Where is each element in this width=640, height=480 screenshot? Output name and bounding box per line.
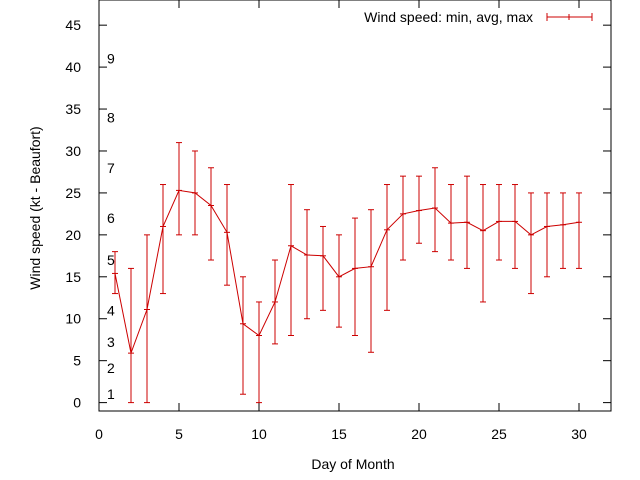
data-point — [512, 184, 518, 269]
data-point — [304, 209, 310, 320]
legend-label: Wind speed: min, avg, max — [364, 9, 533, 25]
x-tick-label: 0 — [95, 426, 103, 442]
x-tick-label: 15 — [331, 426, 347, 442]
data-point — [288, 184, 294, 337]
data-point — [544, 192, 550, 278]
beaufort-label: 1 — [107, 386, 115, 402]
plot-frame — [98, 0, 612, 412]
data-point — [128, 267, 134, 404]
x-axis-ticks: 0 5 10 15 20 25 30 — [95, 0, 587, 442]
y-tick-label: 5 — [73, 353, 81, 369]
beaufort-label: 5 — [107, 252, 115, 268]
x-tick-label: 25 — [491, 426, 507, 442]
data-point — [432, 167, 438, 253]
data-point — [192, 150, 198, 236]
beaufort-label: 7 — [107, 160, 115, 176]
x-tick-label: 20 — [411, 426, 427, 442]
beaufort-label: 9 — [107, 51, 115, 67]
data-point — [384, 184, 390, 311]
y-tick-label: 40 — [65, 59, 81, 75]
data-point — [224, 184, 230, 286]
data-point — [144, 234, 150, 404]
y-tick-label: 45 — [65, 17, 81, 33]
data-point — [560, 192, 566, 269]
data-point — [256, 301, 262, 404]
beaufort-label: 6 — [107, 210, 115, 226]
data-point — [496, 184, 502, 261]
beaufort-label: 8 — [107, 109, 115, 125]
data-point — [352, 217, 358, 337]
data-point — [368, 209, 374, 353]
data-point — [400, 175, 406, 261]
data-point — [448, 184, 454, 261]
x-axis-label: Day of Month — [311, 456, 394, 472]
beaufort-label: 3 — [107, 334, 115, 350]
data-point — [576, 192, 582, 269]
y-tick-label: 0 — [73, 395, 81, 411]
beaufort-scale-labels: 1 2 3 4 5 6 7 8 9 — [107, 51, 115, 403]
data-point — [464, 175, 470, 269]
data-point — [160, 184, 166, 295]
legend: Wind speed: min, avg, max — [364, 9, 593, 25]
y-tick-label: 10 — [65, 311, 81, 327]
y-tick-label: 20 — [65, 227, 81, 243]
data-point — [112, 251, 118, 295]
x-tick-label: 30 — [571, 426, 587, 442]
data-point — [528, 192, 534, 295]
data-point — [208, 167, 214, 261]
data-point — [480, 184, 486, 303]
avg-line — [114, 189, 580, 355]
data-point — [336, 234, 342, 328]
y-tick-label: 15 — [65, 269, 81, 285]
data-point — [272, 259, 278, 345]
y-tick-label: 30 — [65, 143, 81, 159]
y-axis-label: Wind speed (kt - Beaufort) — [27, 126, 43, 289]
beaufort-label: 4 — [107, 302, 115, 318]
y-tick-label: 35 — [65, 101, 81, 117]
data-point — [416, 175, 422, 244]
x-tick-label: 10 — [251, 426, 267, 442]
data-point — [176, 142, 182, 236]
wind-speed-series — [112, 142, 582, 404]
legend-line-sample — [546, 13, 593, 21]
data-point — [320, 225, 326, 311]
beaufort-label: 2 — [107, 360, 115, 376]
x-tick-label: 5 — [175, 426, 183, 442]
y-tick-label: 25 — [65, 185, 81, 201]
data-point — [240, 276, 246, 395]
